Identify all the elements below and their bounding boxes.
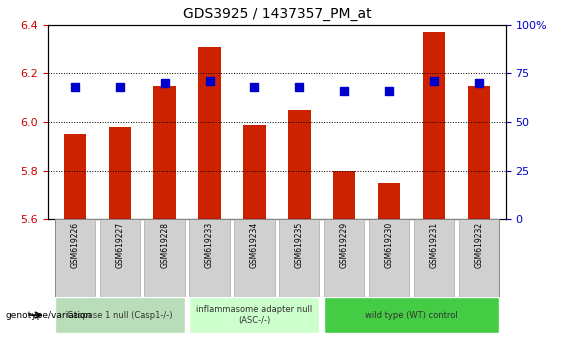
Point — [205, 79, 214, 84]
Text: GSM619234: GSM619234 — [250, 222, 259, 268]
Bar — [234, 219, 275, 297]
Bar — [243, 125, 266, 219]
Point — [71, 84, 80, 90]
Bar — [324, 219, 364, 297]
Bar — [145, 219, 185, 297]
Bar — [468, 86, 490, 219]
Point — [295, 84, 304, 90]
Text: GSM619226: GSM619226 — [71, 222, 80, 268]
Text: GSM619228: GSM619228 — [160, 222, 169, 268]
Text: GSM619232: GSM619232 — [474, 222, 483, 268]
Bar — [99, 219, 140, 297]
Text: GSM619230: GSM619230 — [385, 222, 393, 268]
Bar — [333, 171, 355, 219]
Point — [429, 79, 438, 84]
Point — [385, 88, 394, 94]
Title: GDS3925 / 1437357_PM_at: GDS3925 / 1437357_PM_at — [182, 7, 371, 21]
Bar — [423, 32, 445, 219]
Bar — [288, 110, 311, 219]
Bar — [198, 47, 221, 219]
Text: inflammasome adapter null
(ASC-/-): inflammasome adapter null (ASC-/-) — [196, 306, 312, 325]
Bar — [378, 183, 400, 219]
Bar — [324, 297, 499, 333]
Bar — [108, 127, 131, 219]
Text: GSM619227: GSM619227 — [115, 222, 124, 268]
Point — [115, 84, 124, 90]
Point — [474, 80, 483, 86]
Text: GSM619235: GSM619235 — [295, 222, 304, 268]
Bar — [154, 86, 176, 219]
Point — [250, 84, 259, 90]
Bar — [55, 219, 95, 297]
Text: genotype/variation: genotype/variation — [6, 310, 92, 320]
Bar — [414, 219, 454, 297]
Bar — [189, 219, 230, 297]
Text: GSM619233: GSM619233 — [205, 222, 214, 268]
Bar — [55, 297, 185, 333]
Point — [160, 80, 169, 86]
Bar — [369, 219, 409, 297]
Text: wild type (WT) control: wild type (WT) control — [365, 310, 458, 320]
Text: Caspase 1 null (Casp1-/-): Caspase 1 null (Casp1-/-) — [67, 310, 172, 320]
Bar — [64, 134, 86, 219]
Point — [340, 88, 349, 94]
Bar — [459, 219, 499, 297]
Text: GSM619231: GSM619231 — [429, 222, 438, 268]
Text: GSM619229: GSM619229 — [340, 222, 349, 268]
Bar — [279, 219, 319, 297]
Bar — [189, 297, 319, 333]
